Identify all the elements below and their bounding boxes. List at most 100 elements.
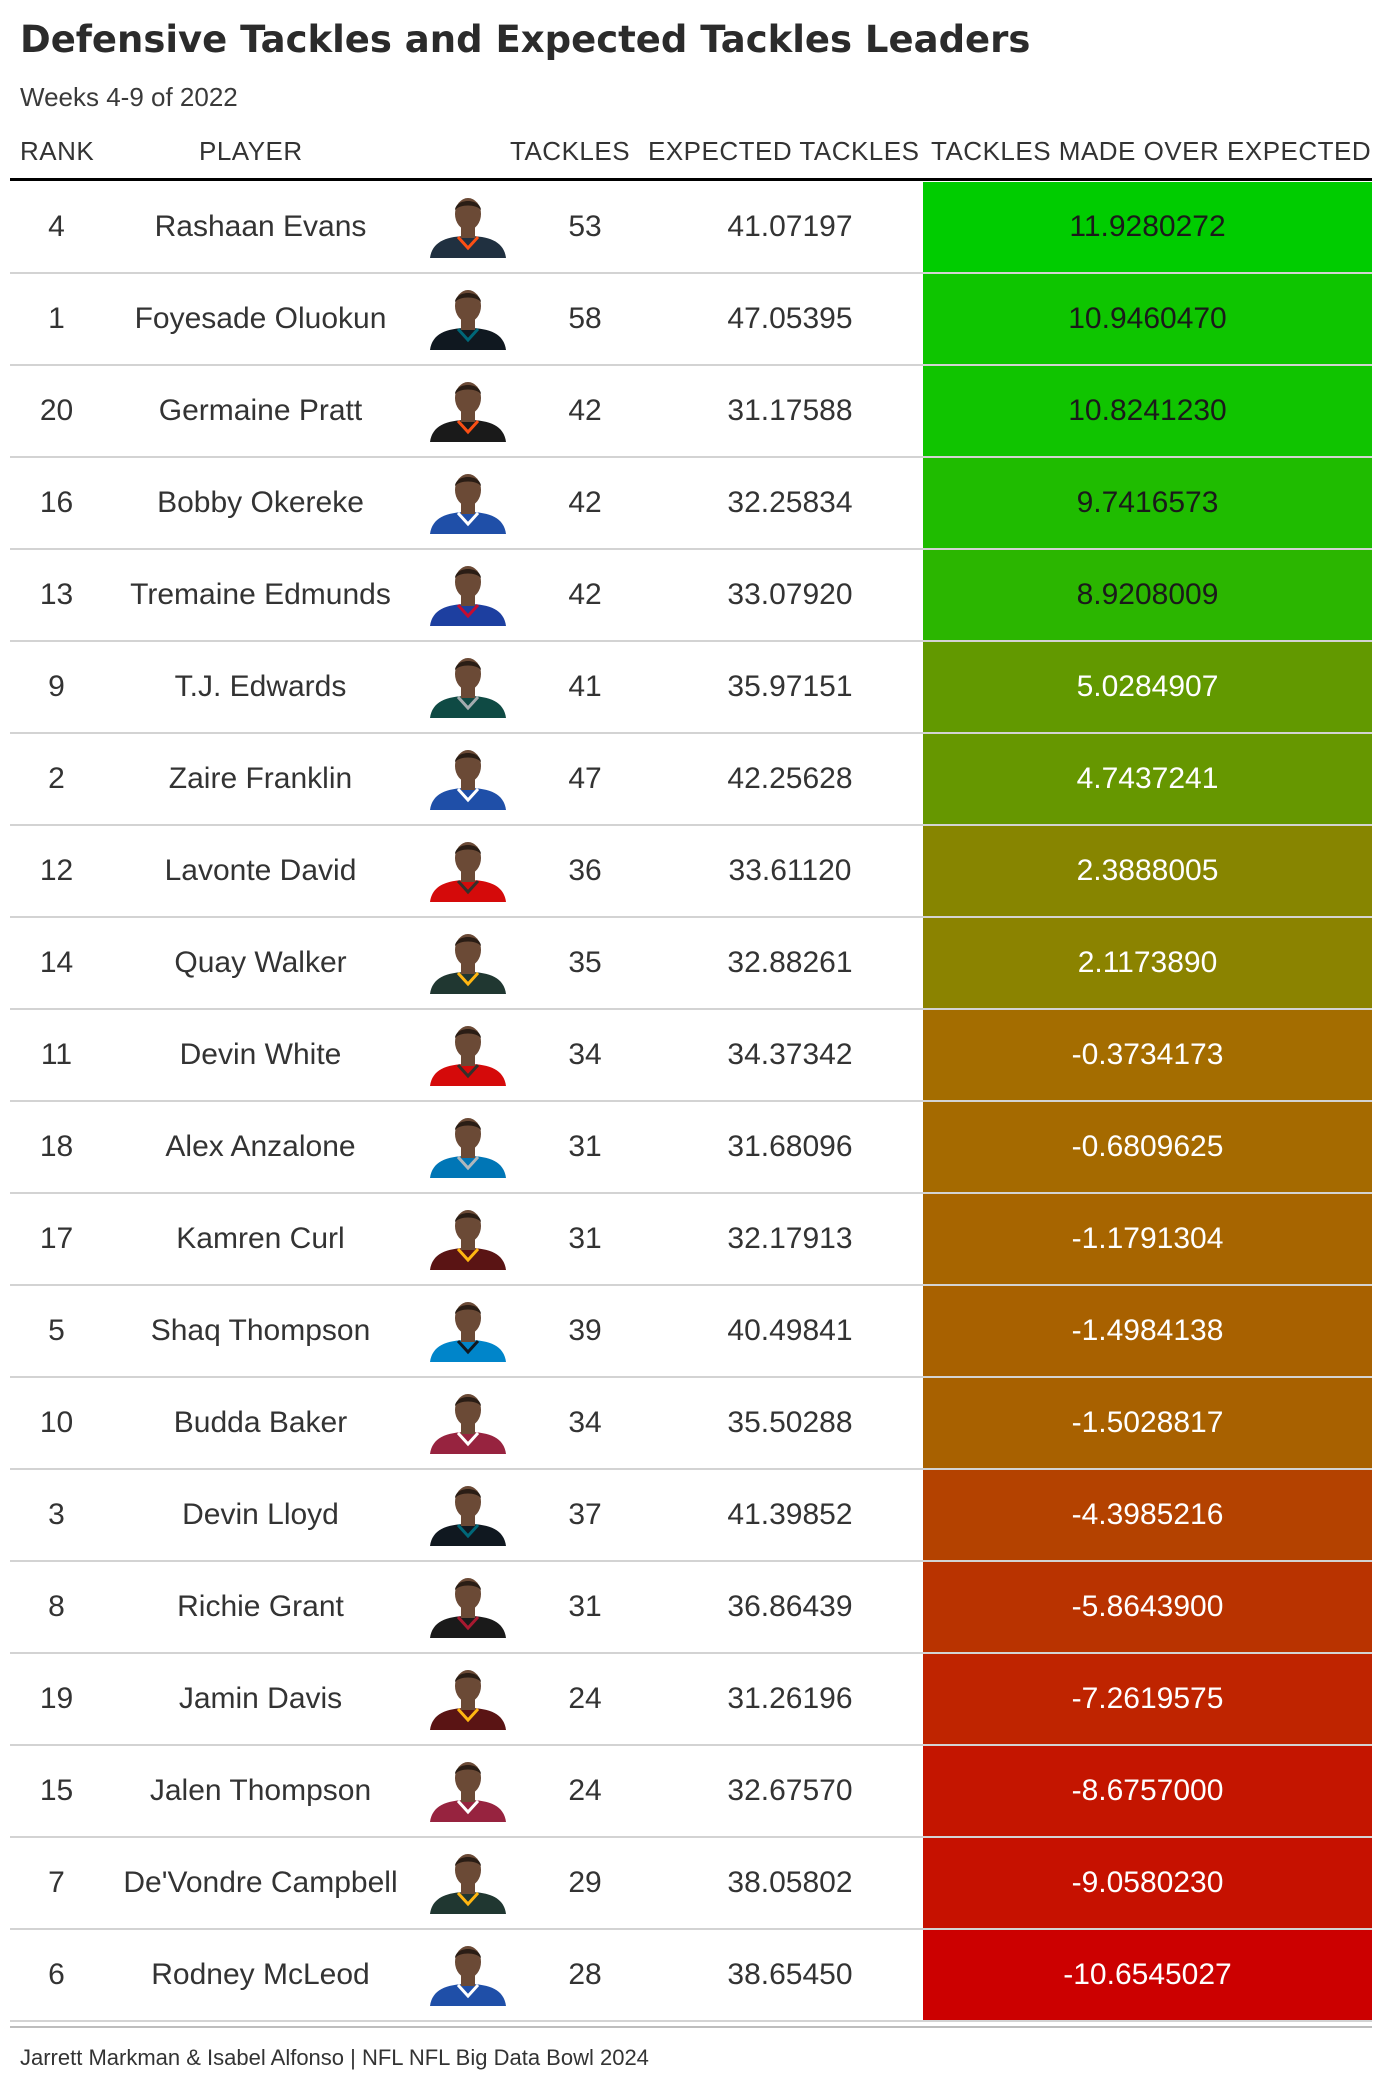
player-name-cell: Alex Anzalone — [165, 1130, 356, 1163]
tackles-over-expected-cell: -4.3985216 — [923, 1470, 1372, 1560]
player-photo-cell — [410, 274, 510, 364]
tackles-over-expected-cell: -7.2619575 — [923, 1654, 1372, 1744]
player-name-cell: Budda Baker — [173, 1406, 348, 1439]
rank-cell: 15 — [39, 1774, 74, 1807]
table-row: 20 Germaine Pratt 42 31.17588 10.8241230 — [10, 366, 1372, 458]
player-name-cell: Rodney McLeod — [151, 1958, 370, 1991]
tackles-over-expected-cell: 11.9280272 — [923, 182, 1372, 272]
player-photo-cell — [410, 1010, 510, 1100]
tackles-cell: 58 — [568, 302, 602, 335]
player-headshot-icon — [430, 1118, 506, 1178]
table-row: 12 Lavonte David 36 33.61120 2.3888005 — [10, 826, 1372, 918]
player-name-cell: Jalen Thompson — [149, 1774, 372, 1807]
player-name-cell: Rashaan Evans — [154, 210, 367, 243]
expected-tackles-cell: 33.61120 — [728, 854, 852, 887]
expected-tackles-cell: 47.05395 — [727, 302, 853, 335]
table-row: 15 Jalen Thompson 24 32.67570 -8.6757000 — [10, 1746, 1372, 1838]
rank-cell: 10 — [39, 1406, 74, 1439]
table-bottom-rule — [10, 2026, 1372, 2028]
expected-tackles-cell: 42.25628 — [727, 762, 853, 795]
player-name-cell: Shaq Thompson — [150, 1314, 371, 1347]
tackles-cell: 42 — [568, 486, 602, 519]
table-row: 1 Foyesade Oluokun 58 47.05395 10.9460470 — [10, 274, 1372, 366]
rank-cell: 16 — [39, 486, 74, 519]
rank-cell: 5 — [48, 1314, 65, 1347]
player-headshot-icon — [430, 566, 506, 626]
table-row: 7 De'Vondre Campbell 29 38.05802 -9.0580230 — [10, 1838, 1372, 1930]
table-row: 10 Budda Baker 34 35.50288 -1.5028817 — [10, 1378, 1372, 1470]
player-headshot-icon — [430, 1578, 506, 1638]
header-divider — [10, 178, 1372, 181]
expected-tackles-cell: 32.25834 — [727, 486, 853, 519]
rank-cell: 4 — [48, 210, 65, 243]
player-photo-cell — [410, 366, 510, 456]
tackles-over-expected-cell: 2.1173890 — [923, 918, 1372, 1008]
player-headshot-icon — [430, 934, 506, 994]
player-photo-cell — [410, 918, 510, 1008]
tackles-over-expected-cell: 5.0284907 — [923, 642, 1372, 732]
table-row: 11 Devin White 34 34.37342 -0.3734173 — [10, 1010, 1372, 1102]
player-photo-cell — [410, 1654, 510, 1744]
player-name-cell: Tremaine Edmunds — [130, 578, 391, 611]
tackles-over-expected-cell: 4.7437241 — [923, 734, 1372, 824]
rank-cell: 6 — [48, 1958, 65, 1991]
player-headshot-icon — [430, 1394, 506, 1454]
player-photo-cell — [410, 458, 510, 548]
tackles-over-expected-cell: 10.9460470 — [923, 274, 1372, 364]
tackles-over-expected-cell: 8.9208009 — [923, 550, 1372, 640]
player-headshot-icon — [430, 658, 506, 718]
player-photo-cell — [410, 642, 510, 732]
player-name-cell: Devin Lloyd — [182, 1498, 339, 1531]
column-header-tackles: TACKLES — [510, 136, 631, 166]
tackles-cell: 37 — [568, 1498, 602, 1531]
tackles-cell: 42 — [568, 394, 602, 427]
table-row: 9 T.J. Edwards 41 35.97151 5.0284907 — [10, 642, 1372, 734]
table-row: 16 Bobby Okereke 42 32.25834 9.7416573 — [10, 458, 1372, 550]
tackles-cell: 47 — [568, 762, 602, 795]
tackles-cell: 31 — [568, 1130, 602, 1163]
expected-tackles-cell: 32.67570 — [727, 1774, 853, 1807]
player-name-cell: T.J. Edwards — [174, 670, 347, 703]
tackles-cell: 39 — [568, 1314, 602, 1347]
rank-cell: 13 — [39, 578, 74, 611]
expected-tackles-cell: 31.17588 — [727, 394, 853, 427]
player-photo-cell — [410, 1194, 510, 1284]
player-headshot-icon — [430, 1946, 506, 2006]
player-headshot-icon — [430, 1210, 506, 1270]
table-row: 13 Tremaine Edmunds 42 33.07920 8.9208009 — [10, 550, 1372, 642]
tackles-over-expected-cell: -1.1791304 — [923, 1194, 1372, 1284]
rank-cell: 17 — [39, 1222, 74, 1255]
table-row: 2 Zaire Franklin 47 42.25628 4.7437241 — [10, 734, 1372, 826]
player-photo-cell — [410, 734, 510, 824]
tackles-cell: 42 — [568, 578, 602, 611]
column-header-rank: RANK — [20, 136, 95, 166]
table-row: 17 Kamren Curl 31 32.17913 -1.1791304 — [10, 1194, 1372, 1286]
player-headshot-icon — [430, 1670, 506, 1730]
rank-cell: 3 — [48, 1498, 65, 1531]
player-name-cell: Richie Grant — [177, 1590, 344, 1623]
player-headshot-icon — [430, 842, 506, 902]
player-photo-cell — [410, 1930, 510, 2020]
expected-tackles-cell: 31.26196 — [727, 1682, 853, 1715]
rank-cell: 8 — [48, 1590, 65, 1623]
tackles-cell: 29 — [568, 1866, 602, 1899]
expected-tackles-cell: 35.50288 — [727, 1406, 853, 1439]
player-headshot-icon — [430, 474, 506, 534]
tackles-over-expected-cell: -8.6757000 — [923, 1746, 1372, 1836]
caption: Jarrett Markman & Isabel Alfonso | NFL N… — [20, 2045, 649, 2070]
player-photo-cell — [410, 826, 510, 916]
tackles-over-expected-cell: -1.5028817 — [923, 1378, 1372, 1468]
player-headshot-icon — [430, 1026, 506, 1086]
rank-cell: 12 — [39, 854, 74, 887]
tackles-over-expected-cell: -1.4984138 — [923, 1286, 1372, 1376]
rank-cell: 1 — [48, 302, 65, 335]
player-headshot-icon — [430, 198, 506, 258]
tackles-over-expected-cell: -9.0580230 — [923, 1838, 1372, 1928]
expected-tackles-cell: 41.07197 — [727, 210, 853, 243]
expected-tackles-cell: 38.05802 — [727, 1866, 853, 1899]
rank-cell: 18 — [39, 1130, 74, 1163]
player-photo-cell — [410, 1286, 510, 1376]
player-headshot-icon — [430, 1486, 506, 1546]
expected-tackles-cell: 36.86439 — [727, 1590, 853, 1623]
player-photo-cell — [410, 182, 510, 272]
